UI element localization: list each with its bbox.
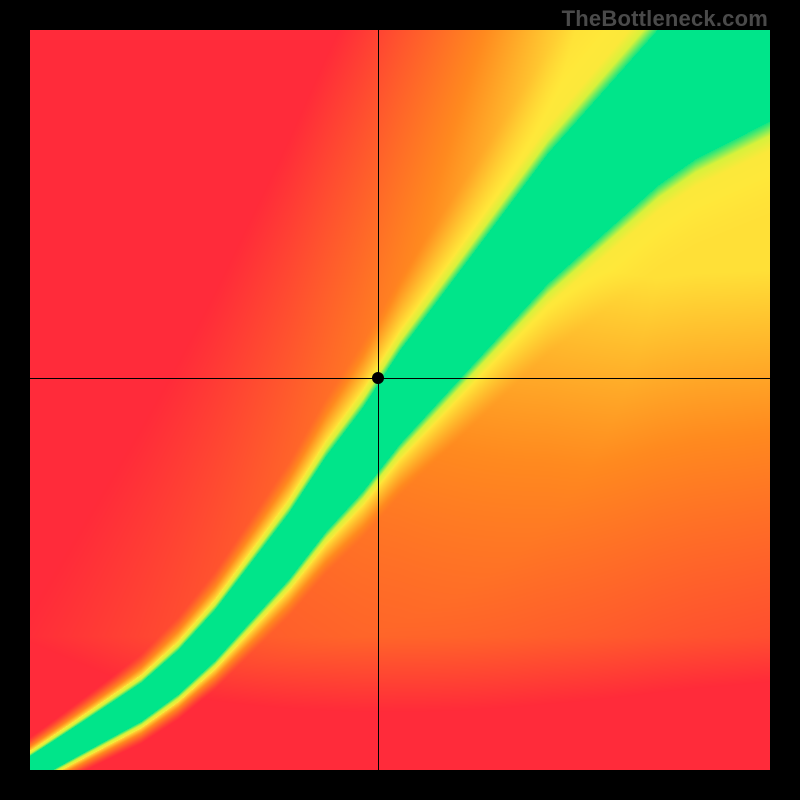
plot-area xyxy=(30,30,770,770)
crosshair-vertical xyxy=(378,30,379,770)
watermark-text: TheBottleneck.com xyxy=(562,6,768,32)
bottleneck-marker xyxy=(372,372,384,384)
crosshair-horizontal xyxy=(30,378,770,379)
heatmap-canvas xyxy=(30,30,770,770)
